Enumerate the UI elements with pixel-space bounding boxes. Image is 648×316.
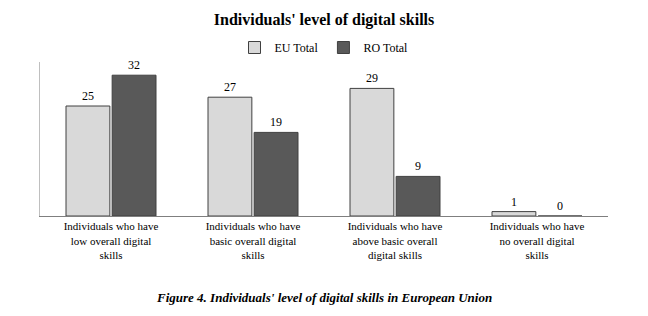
svg-text:RO Total: RO Total [363, 41, 408, 55]
svg-text:Individuals who haveabove basi: Individuals who haveabove basic overalld… [348, 220, 443, 261]
svg-text:0: 0 [557, 199, 563, 213]
svg-text:29: 29 [366, 71, 378, 85]
svg-text:Figure 4. Individuals' level o: Figure 4. Individuals' level of digital … [156, 290, 492, 305]
svg-text:9: 9 [415, 159, 421, 173]
svg-text:Individuals who havelow overal: Individuals who havelow overall digitals… [64, 220, 159, 261]
svg-text:19: 19 [270, 115, 282, 129]
svg-text:32: 32 [128, 58, 140, 72]
svg-text:27: 27 [224, 80, 236, 94]
svg-text:Individuals' level of digital: Individuals' level of digital skills [214, 11, 435, 29]
svg-text:25: 25 [82, 89, 94, 103]
svg-text:1: 1 [511, 195, 517, 209]
svg-text:EU Total: EU Total [275, 41, 319, 55]
svg-text:Individuals who havebasic over: Individuals who havebasic overall digita… [206, 220, 301, 261]
svg-text:Individuals who haveno overall: Individuals who haveno overall digitalsk… [490, 220, 585, 261]
